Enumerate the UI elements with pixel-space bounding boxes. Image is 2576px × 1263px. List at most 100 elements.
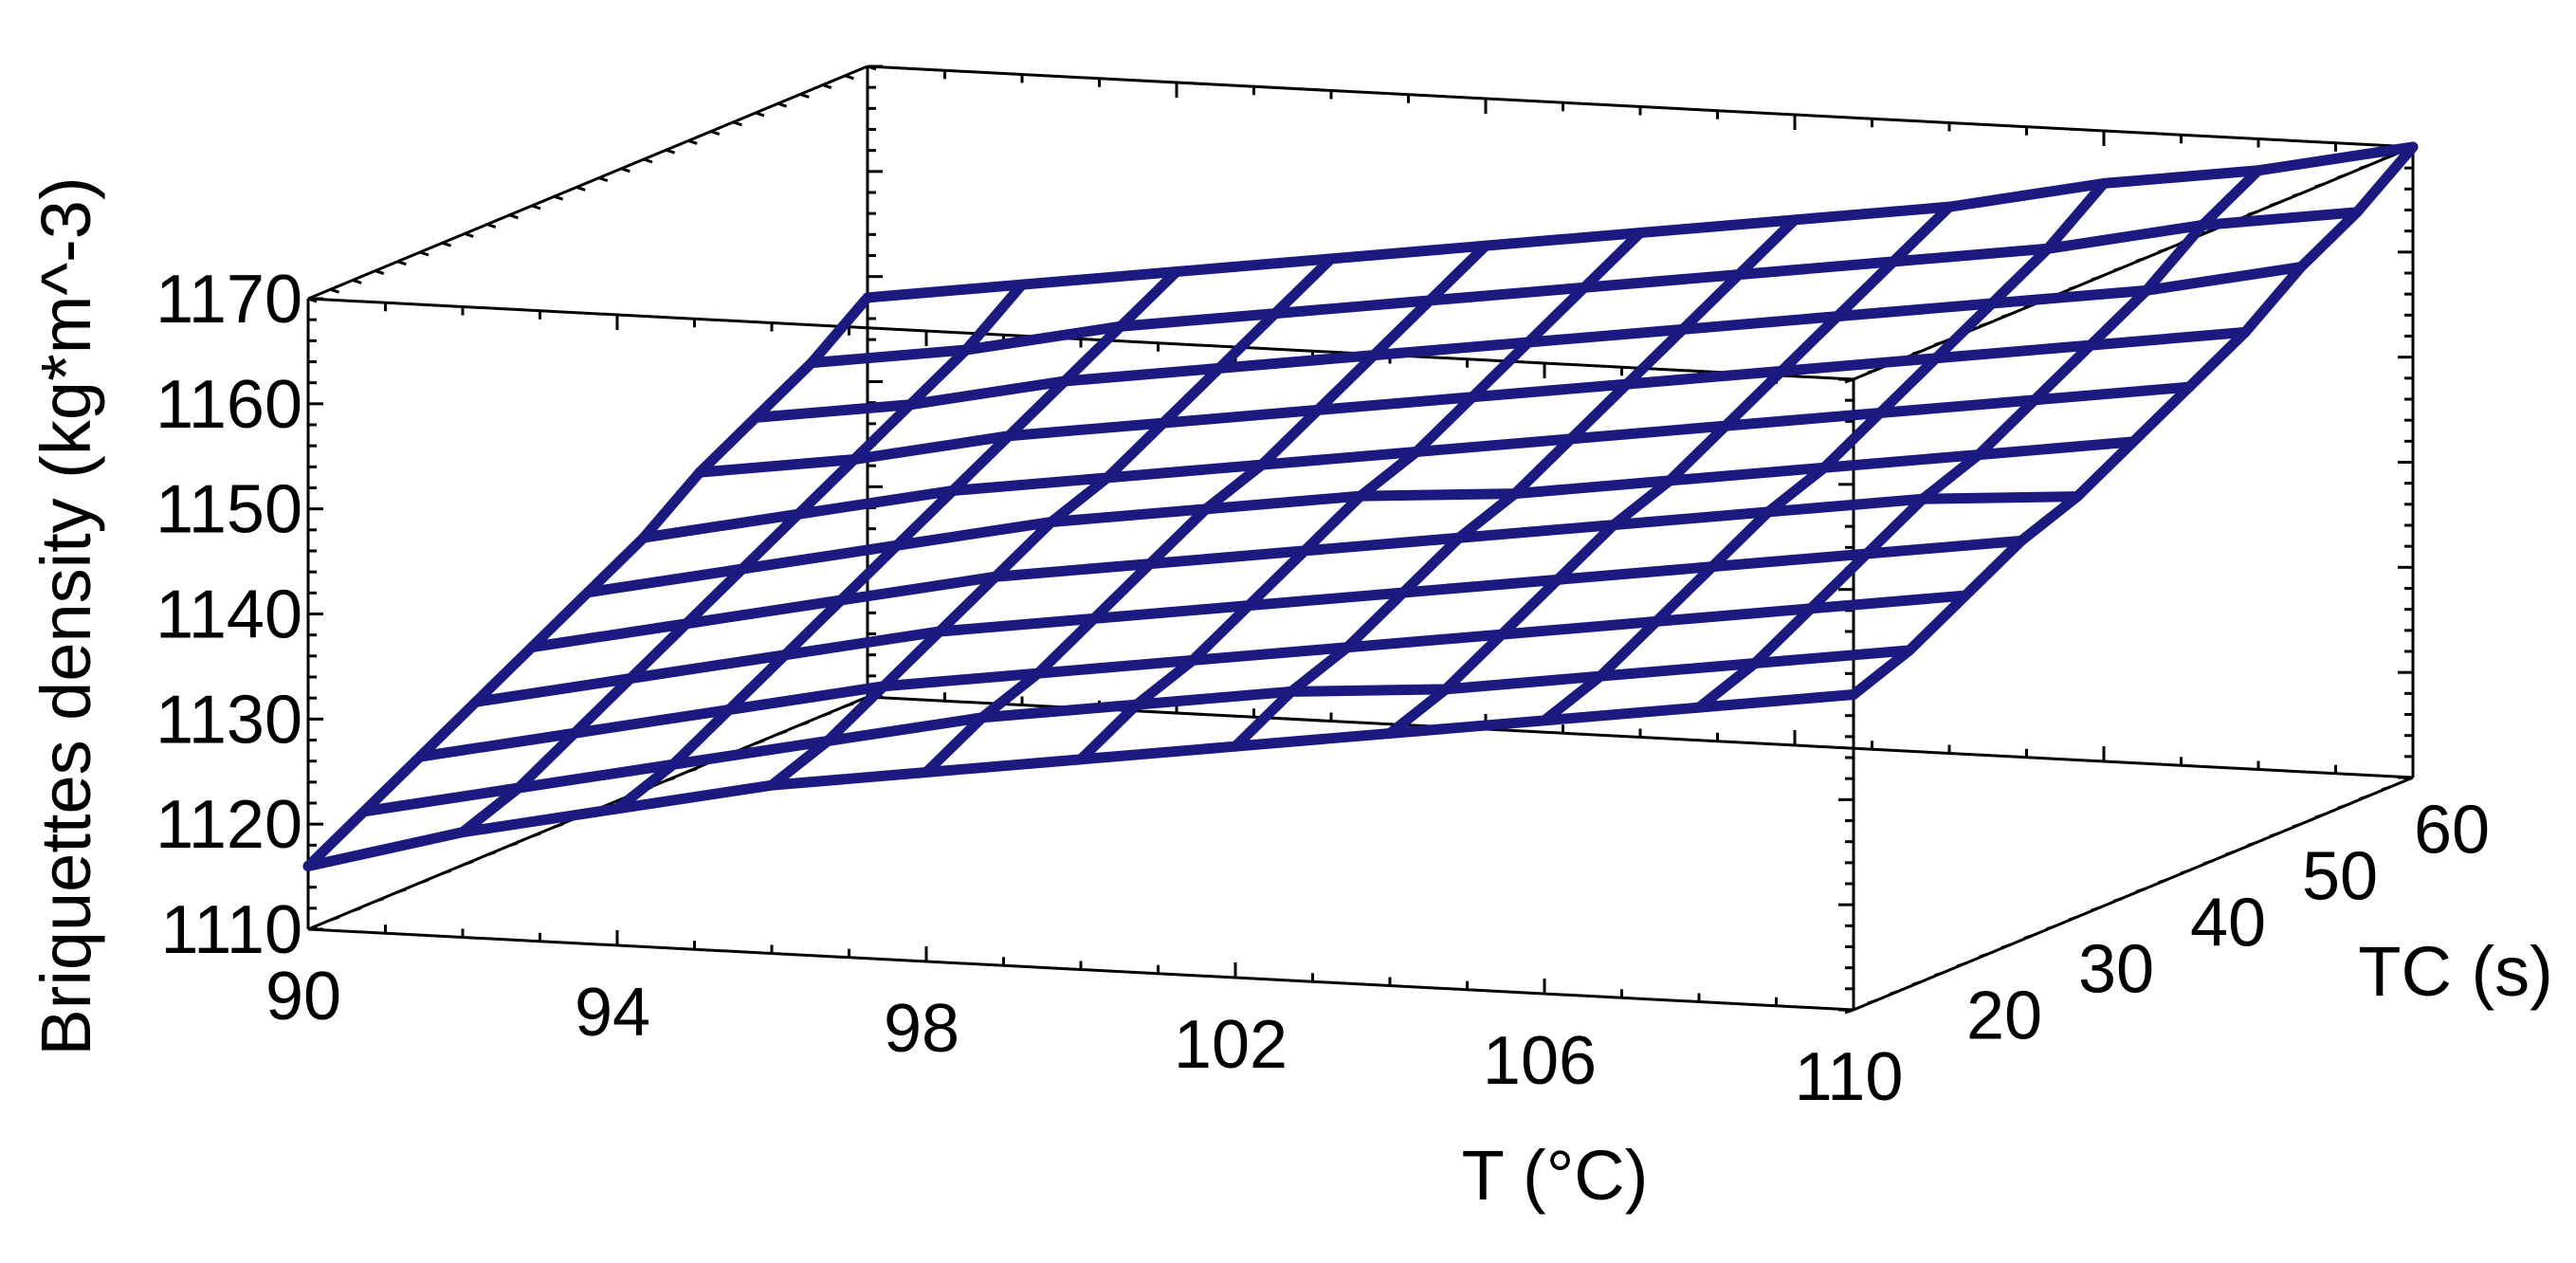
y-tick bbox=[375, 897, 385, 904]
y-tick bbox=[1979, 321, 1989, 328]
y-tick bbox=[1844, 1008, 1854, 1015]
y-tick bbox=[2224, 850, 2235, 856]
y-tick bbox=[1911, 350, 1922, 357]
y-tick bbox=[822, 83, 832, 90]
y-axis-label: TC (s) bbox=[2358, 932, 2553, 1011]
y-tick bbox=[620, 167, 630, 174]
y-tick bbox=[2381, 155, 2391, 161]
y-tick bbox=[307, 924, 318, 931]
surface-line-y-15 bbox=[302, 689, 1859, 871]
y-tick bbox=[2359, 795, 2369, 801]
y-tick bbox=[755, 111, 765, 118]
tick-labels: 1110 1120 1130 1140 1150 1160 1170 90 94 98 102 106… bbox=[155, 262, 2490, 1115]
y-tick bbox=[687, 766, 698, 773]
y-tick bbox=[844, 74, 854, 81]
plot-box bbox=[306, 64, 2415, 1012]
z-tick-label: 1160 bbox=[155, 367, 302, 443]
y-tick-label: 40 bbox=[2190, 886, 2266, 961]
y-tick bbox=[1979, 952, 1989, 959]
y-tick bbox=[1933, 340, 1944, 347]
y-tick-label: 30 bbox=[2078, 932, 2154, 1008]
x-tick-label: 90 bbox=[265, 959, 341, 1034]
y-tick bbox=[687, 138, 698, 145]
y-tick bbox=[732, 120, 742, 127]
surface-line-y-45 bbox=[638, 381, 2195, 543]
y-tick bbox=[799, 92, 810, 99]
surface-line-y-30 bbox=[470, 535, 2027, 707]
y-tick-label: 20 bbox=[1966, 979, 2042, 1054]
surface-line-y-60 bbox=[806, 207, 2363, 369]
x-tick-label: 110 bbox=[1795, 1039, 1904, 1115]
axis-ticks bbox=[306, 64, 2415, 1015]
y-tick bbox=[1933, 971, 1944, 978]
y-tick bbox=[598, 176, 609, 183]
y-tick bbox=[1889, 989, 1899, 996]
x-tick-label: 102 bbox=[1174, 1007, 1288, 1083]
y-tick bbox=[867, 64, 877, 71]
y-tick bbox=[2292, 192, 2302, 198]
box-edge bbox=[307, 64, 868, 301]
y-tick bbox=[755, 739, 765, 745]
z-tick-label: 1150 bbox=[155, 472, 302, 548]
y-tick bbox=[531, 832, 541, 838]
y-tick bbox=[1844, 377, 1854, 384]
y-tick bbox=[2135, 888, 2146, 894]
y-tick bbox=[2359, 164, 2369, 171]
y-tick bbox=[396, 260, 407, 266]
y-tick bbox=[2381, 785, 2391, 792]
y-tick bbox=[531, 204, 541, 210]
y-tick bbox=[822, 711, 832, 718]
y-tick bbox=[352, 278, 362, 284]
y-tick bbox=[554, 194, 564, 201]
surface-line-y-20 bbox=[358, 645, 1915, 817]
z-tick-label: 1170 bbox=[155, 262, 302, 338]
y-tick bbox=[2336, 803, 2347, 810]
y-tick-label: 50 bbox=[2302, 839, 2378, 915]
y-tick bbox=[2001, 312, 2011, 319]
y-tick bbox=[575, 185, 586, 192]
y-tick bbox=[666, 776, 676, 782]
z-tick-label: 1120 bbox=[155, 787, 302, 863]
y-tick bbox=[554, 822, 564, 829]
y-tick bbox=[375, 269, 385, 276]
y-tick bbox=[2202, 229, 2213, 235]
y-tick bbox=[486, 851, 497, 857]
y-tick bbox=[508, 841, 519, 848]
x-tick-label: 94 bbox=[575, 975, 650, 1051]
surface-line-y-65 bbox=[862, 141, 2419, 303]
y-tick bbox=[2112, 896, 2123, 903]
y-tick bbox=[2001, 943, 2011, 949]
y-tick bbox=[486, 223, 497, 229]
y-tick bbox=[352, 906, 362, 912]
y-tick bbox=[1867, 998, 1877, 1005]
y-tick bbox=[2091, 906, 2101, 912]
y-tick bbox=[844, 702, 854, 708]
y-tick bbox=[2269, 832, 2279, 838]
y-tick bbox=[777, 101, 788, 108]
y-tick bbox=[442, 241, 452, 247]
y-tick bbox=[2269, 201, 2279, 208]
y-tick bbox=[2023, 303, 2034, 310]
y-tick bbox=[1867, 368, 1877, 375]
y-tick bbox=[643, 157, 653, 164]
y-tick bbox=[330, 915, 340, 922]
y-tick-label: 60 bbox=[2414, 793, 2490, 869]
y-tick bbox=[2157, 247, 2167, 254]
y-tick bbox=[396, 888, 407, 894]
z-tick-label: 1130 bbox=[155, 682, 302, 758]
y-tick bbox=[2068, 915, 2078, 922]
y-tick bbox=[2292, 822, 2302, 829]
y-tick bbox=[2202, 859, 2213, 866]
y-tick bbox=[307, 297, 318, 303]
y-tick bbox=[2045, 924, 2055, 931]
y-tick bbox=[464, 231, 474, 238]
y-tick bbox=[508, 213, 519, 220]
surface-mesh bbox=[302, 141, 2419, 871]
y-tick bbox=[710, 130, 721, 137]
y-tick bbox=[2247, 210, 2257, 217]
surface-line-y-50 bbox=[694, 326, 2251, 478]
z-axis-label: Briquettes density (kg*m^-3) bbox=[27, 176, 105, 1055]
y-tick bbox=[2247, 841, 2257, 848]
y-tick bbox=[419, 878, 429, 885]
